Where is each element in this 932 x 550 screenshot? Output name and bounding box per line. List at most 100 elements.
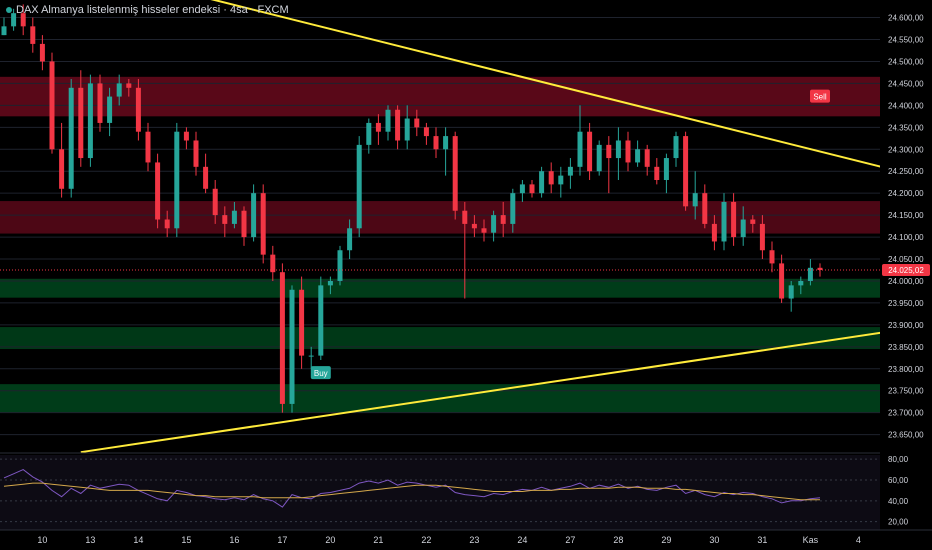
rsi-tick-label: 60,00 (888, 476, 909, 485)
last-price-marker: 24.025,02 (0, 263, 930, 276)
rsi-pane: 20,00 40,00 60,00 80,00 (0, 452, 909, 530)
candle-body (683, 136, 689, 207)
candle-body (519, 184, 525, 194)
time-tick-label: 20 (325, 535, 335, 545)
trendline-resistance[interactable] (4, 0, 932, 202)
candle-body (529, 184, 535, 194)
candle-body (116, 83, 122, 97)
candle-body (615, 140, 621, 159)
candle-body (452, 136, 458, 211)
price-tick-label: 24.600,00 (888, 14, 924, 23)
price-tick-label: 23.800,00 (888, 365, 924, 374)
candle-body (404, 118, 410, 141)
trendline-support[interactable] (80, 312, 932, 454)
candle-body (366, 122, 372, 145)
candle-body (30, 26, 36, 44)
time-tick-label: 29 (661, 535, 671, 545)
candle-body (462, 210, 468, 224)
price-tick-label: 23.650,00 (888, 431, 924, 440)
time-tick-label: 4 (856, 535, 861, 545)
price-tick-label: 24.450,00 (888, 79, 924, 88)
price-tick-label: 24.050,00 (888, 255, 924, 264)
candle-body (539, 171, 545, 194)
time-axis[interactable]: 10 13 14 15 16 17 20 21 22 23 24 27 28 29 30 31 Kas 4 (0, 529, 932, 545)
zone-2 (0, 278, 880, 298)
time-tick-label: Kas (803, 535, 819, 545)
candle-body (289, 289, 295, 404)
candle-body (807, 267, 813, 281)
candle-body (107, 96, 113, 123)
price-tick-label: 24.400,00 (888, 101, 924, 110)
time-tick-label: 17 (277, 535, 287, 545)
candle-body (222, 215, 228, 224)
candle-body (625, 140, 631, 163)
rsi-background (0, 455, 880, 530)
candle-body (385, 109, 391, 132)
candle-body (155, 162, 161, 220)
price-tick-label: 24.200,00 (888, 189, 924, 198)
candle-body (673, 136, 679, 159)
time-tick-label: 27 (565, 535, 575, 545)
candle-body (347, 228, 353, 251)
price-tick-label: 23.700,00 (888, 409, 924, 418)
candle-body (20, 13, 26, 27)
price-tick-label: 24.350,00 (888, 123, 924, 132)
candle-body (337, 250, 343, 281)
candle-body (59, 149, 65, 189)
candle-body (606, 144, 612, 159)
time-tick-label: 10 (37, 535, 47, 545)
rsi-line (3, 469, 821, 508)
candle-body (663, 158, 669, 180)
candle-body (212, 188, 218, 216)
candle-body (193, 140, 199, 167)
price-tick-label: 24.000,00 (888, 277, 924, 286)
rsi-tick-label: 40,00 (888, 497, 909, 506)
candle-body (414, 118, 420, 128)
candle-body (711, 223, 717, 242)
candle-body (481, 228, 487, 233)
candle-body (299, 289, 305, 356)
candle-body (49, 61, 55, 150)
candle-body (702, 193, 708, 224)
last-price-label: 24.025,02 (888, 266, 924, 275)
candle-body (308, 355, 314, 357)
candle-body (270, 254, 276, 273)
candle-body (471, 223, 477, 229)
candle-body (788, 285, 794, 299)
time-tick-label: 30 (709, 535, 719, 545)
signal-label: Buy (314, 369, 328, 378)
candle-body (356, 144, 362, 229)
candle-body (164, 219, 170, 229)
rsi-ma-line (3, 482, 820, 501)
candle-body (135, 87, 141, 132)
candle-body (759, 223, 765, 251)
signal-buy: Buy (310, 366, 331, 380)
candle-body (567, 166, 573, 176)
signal-markers: Sell Buy (310, 89, 830, 380)
candle-body (87, 83, 93, 159)
candle-body (395, 109, 401, 141)
signal-sell: Sell (810, 89, 830, 103)
price-tick-label: 23.950,00 (888, 299, 924, 308)
candle-body (558, 175, 564, 185)
candle-body (68, 87, 74, 189)
candle-body (798, 280, 804, 286)
candle-body (78, 87, 84, 159)
candle-body (500, 215, 506, 224)
candle-body (39, 43, 45, 62)
candle-body (11, 13, 17, 27)
candle-body (251, 193, 257, 238)
time-tick-label: 16 (229, 535, 239, 545)
candle-body (327, 280, 333, 286)
candle-body (769, 250, 775, 264)
candle-body (423, 127, 429, 137)
trendlines[interactable] (4, 0, 932, 454)
zone-0 (0, 76, 880, 117)
time-tick-label: 28 (613, 535, 623, 545)
candle-body (241, 210, 247, 238)
candle-body (587, 131, 593, 172)
candle-body (433, 136, 439, 150)
chart-title: DAX Almanya listelenmiş hisseler endeksi… (6, 4, 289, 16)
price-tick-label: 24.300,00 (888, 145, 924, 154)
